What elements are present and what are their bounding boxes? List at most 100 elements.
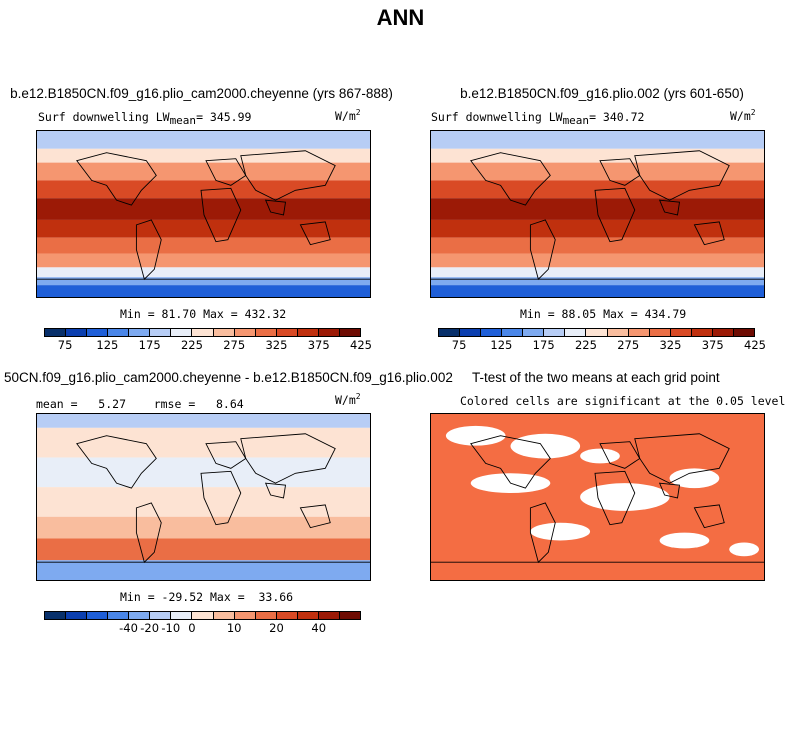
colorbar-tick-label: 275 <box>617 338 640 352</box>
colorbar-tick-label: 375 <box>307 338 330 352</box>
colorbar-tick-label: 325 <box>659 338 682 352</box>
colorbar-swatch <box>45 329 67 336</box>
colorbar-tick-label: 275 <box>223 338 246 352</box>
colorbar-swatch <box>318 329 340 336</box>
panel2-variable: Surf downwelling LW <box>431 110 563 124</box>
colorbar-swatch <box>234 612 256 619</box>
map-canvas <box>37 131 370 297</box>
colorbar-swatch <box>339 329 360 336</box>
panel2-colorbar <box>438 328 755 337</box>
panel4-significance-map <box>430 413 765 581</box>
panel3-title: 50CN.f09_g16.plio_cam2000.cheyenne - b.e… <box>4 370 453 385</box>
colorbar-swatch <box>108 329 130 336</box>
panel1-colorbar-ticks: 75 125 175 225 275 325 375 425 <box>44 338 372 352</box>
colorbar-swatch <box>297 329 319 336</box>
colorbar-swatch <box>439 329 461 336</box>
panel2-mean-label: mean <box>562 114 590 127</box>
panel3-stats: mean = 5.27 rmse = 8.64 <box>36 397 244 411</box>
panel3-map <box>36 413 371 581</box>
colorbar-tick-label: -10 <box>161 621 181 635</box>
colorbar-tick-label: 175 <box>532 338 555 352</box>
panel2-units: W/m2 <box>730 108 756 123</box>
colorbar-swatch <box>66 612 88 619</box>
colorbar-swatch <box>255 329 277 336</box>
colorbar-tick-label: 40 <box>311 621 327 635</box>
colorbar-swatch <box>129 329 151 336</box>
panel1-mean-value: = 345.99 <box>196 110 252 124</box>
colorbar-tick-label: 0 <box>188 621 196 635</box>
colorbar-tick-label: 425 <box>350 338 372 352</box>
colorbar-swatch <box>150 329 172 336</box>
colorbar-swatch <box>87 329 109 336</box>
colorbar-swatch <box>192 612 214 619</box>
colorbar-swatch <box>87 612 109 619</box>
panel1-min-max: Min = 81.70 Max = 432.32 <box>120 307 287 321</box>
colorbar-swatch <box>712 329 734 336</box>
panel2-colorbar-ticks: 75 125 175 225 275 325 375 425 <box>438 338 766 352</box>
panel1-variable-label: Surf downwelling LWmean= 345.99 <box>38 110 252 127</box>
panel2-mean-value: = 340.72 <box>589 110 645 124</box>
panel3-min-max: Min = -29.52 Max = 33.66 <box>120 590 294 604</box>
panel1-title: b.e12.B1850CN.f09_g16.plio_cam2000.cheye… <box>10 86 393 101</box>
panel3-colorbar-ticks: -40 -20 -10 0 10 20 40 <box>44 621 361 635</box>
colorbar-tick-label: 20 <box>269 621 284 635</box>
colorbar-swatch <box>66 329 88 336</box>
panel1-units: W/m2 <box>335 108 361 123</box>
panel1-map <box>36 130 371 298</box>
colorbar-swatch <box>108 612 130 619</box>
colorbar-tick-label: 125 <box>490 338 513 352</box>
map-canvas <box>431 414 764 580</box>
figure-title: ANN <box>376 5 425 30</box>
colorbar-swatch <box>45 612 67 619</box>
colorbar-swatch <box>171 329 193 336</box>
colorbar-tick-label: 75 <box>57 338 73 352</box>
colorbar-swatch <box>129 612 151 619</box>
colorbar-swatch <box>150 612 172 619</box>
colorbar-swatch <box>339 612 360 619</box>
colorbar-swatch <box>297 612 319 619</box>
colorbar-swatch <box>544 329 566 336</box>
colorbar-tick-label: 175 <box>138 338 161 352</box>
colorbar-swatch <box>213 329 235 336</box>
panel4-title: T-test of the two means at each grid poi… <box>472 370 720 385</box>
panel1-variable: Surf downwelling LW <box>38 110 170 124</box>
colorbar-swatch <box>628 329 650 336</box>
colorbar-tick-label: 225 <box>574 338 597 352</box>
panel4-subtitle: Colored cells are significant at the 0.0… <box>460 394 786 408</box>
colorbar-swatch <box>460 329 482 336</box>
colorbar-tick-label: 425 <box>744 338 766 352</box>
colorbar-swatch <box>670 329 692 336</box>
colorbar-swatch <box>255 612 277 619</box>
colorbar-tick-label: -20 <box>140 621 160 635</box>
colorbar-swatch <box>318 612 340 619</box>
colorbar-swatch <box>565 329 587 336</box>
colorbar-tick-label: 125 <box>96 338 119 352</box>
colorbar-swatch <box>523 329 545 336</box>
colorbar-swatch <box>691 329 713 336</box>
panel1-mean-label: mean <box>169 114 197 127</box>
colorbar-swatch <box>502 329 524 336</box>
map-canvas <box>431 131 764 297</box>
colorbar-tick-label: -40 <box>119 621 138 635</box>
colorbar-tick-label: 225 <box>180 338 203 352</box>
colorbar-tick-label: 10 <box>226 621 242 635</box>
colorbar-swatch <box>586 329 608 336</box>
colorbar-swatch <box>192 329 214 336</box>
colorbar-swatch <box>276 612 298 619</box>
colorbar-tick-label: 75 <box>451 338 467 352</box>
panel1-colorbar <box>44 328 361 337</box>
colorbar-swatch <box>213 612 235 619</box>
panel2-map <box>430 130 765 298</box>
colorbar-swatch <box>171 612 193 619</box>
colorbar-swatch <box>481 329 503 336</box>
colorbar-swatch <box>276 329 298 336</box>
panel2-title: b.e12.B1850CN.f09_g16.plio.002 (yrs 601-… <box>460 86 744 101</box>
colorbar-swatch <box>649 329 671 336</box>
colorbar-tick-label: 325 <box>265 338 288 352</box>
colorbar-swatch <box>733 329 754 336</box>
panel2-min-max: Min = 88.05 Max = 434.79 <box>520 307 687 321</box>
panel3-units: W/m2 <box>335 392 361 407</box>
colorbar-swatch <box>607 329 629 336</box>
colorbar-swatch <box>234 329 256 336</box>
colorbar-tick-label: 375 <box>701 338 724 352</box>
